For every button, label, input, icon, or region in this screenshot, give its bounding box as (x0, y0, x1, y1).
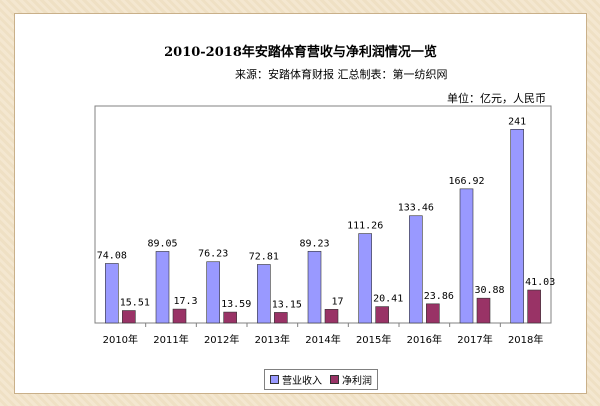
bar-chart: 2010年 74.08 15.51 2011年 89.05 17.3 2012年 76.23 1… (94, 105, 555, 346)
revenue-bar (510, 129, 524, 324)
revenue-bar (206, 261, 220, 324)
x-tick-label: 2015年 (356, 333, 391, 346)
profit-bar (375, 306, 389, 324)
x-tick-label: 2013年 (255, 333, 290, 346)
profit-data-label: 30.88 (474, 285, 504, 296)
legend-swatch-profit (330, 375, 339, 384)
x-tick-label: 2012年 (204, 333, 239, 346)
revenue-bar (307, 250, 322, 324)
x-tick-label: 2017年 (457, 333, 492, 346)
chart-panel: 2010-2018年安踏体育营收与净利润情况一览 来源：安踏体育财报 汇总制表：… (14, 13, 587, 394)
profit-data-label: 23.86 (424, 291, 454, 302)
revenue-data-label: 74.08 (97, 250, 127, 261)
profit-data-label: 13.59 (221, 299, 251, 310)
revenue-data-label: 166.92 (448, 176, 484, 187)
profit-bar (426, 303, 440, 324)
chart-unit: 单位：亿元，人民币 (447, 92, 546, 105)
x-tick-label: 2010年 (103, 333, 138, 346)
profit-bar (223, 311, 237, 324)
profit-data-label: 17 (331, 296, 343, 307)
profit-bar (476, 297, 491, 324)
x-tick-label: 2011年 (153, 333, 188, 346)
revenue-data-label: 241 (508, 116, 526, 127)
profit-bar (122, 310, 136, 324)
profit-bar (274, 312, 288, 324)
legend-item-revenue: 营业收入 (270, 372, 322, 387)
profit-bar (324, 309, 339, 324)
profit-data-label: 15.51 (120, 298, 150, 309)
revenue-data-label: 111.26 (347, 221, 383, 232)
chart-legend: 营业收入 净利润 (264, 369, 378, 390)
chart-title: 2010-2018年安踏体育营收与净利润情况一览 (164, 45, 437, 60)
profit-data-label: 17.3 (173, 296, 197, 307)
revenue-data-label: 89.05 (147, 238, 177, 249)
revenue-bar (409, 215, 423, 324)
revenue-data-label: 133.46 (398, 203, 434, 214)
x-tick-label: 2016年 (407, 333, 442, 346)
profit-bar (172, 308, 187, 324)
revenue-bar (155, 251, 170, 324)
x-tick-label: 2018年 (508, 333, 543, 346)
revenue-data-label: 89.23 (299, 238, 329, 249)
revenue-data-label: 72.81 (249, 251, 279, 262)
revenue-bar (105, 263, 119, 324)
legend-label-profit: 净利润 (342, 376, 372, 387)
plot-area (94, 105, 552, 324)
revenue-data-label: 76.23 (198, 249, 228, 260)
legend-label-revenue: 营业收入 (282, 376, 322, 387)
profit-data-label: 13.15 (272, 299, 302, 310)
revenue-bar (459, 188, 474, 324)
profit-data-label: 20.41 (373, 294, 403, 305)
chart-source: 来源：安踏体育财报 汇总制表：第一纺织网 (235, 68, 448, 81)
x-tick-label: 2014年 (305, 333, 340, 346)
profit-bar (527, 289, 541, 324)
legend-item-profit: 净利润 (330, 372, 372, 387)
revenue-bar (358, 233, 372, 324)
profit-data-label: 41.03 (525, 277, 555, 288)
revenue-bar (257, 264, 271, 324)
legend-swatch-revenue (270, 375, 279, 384)
